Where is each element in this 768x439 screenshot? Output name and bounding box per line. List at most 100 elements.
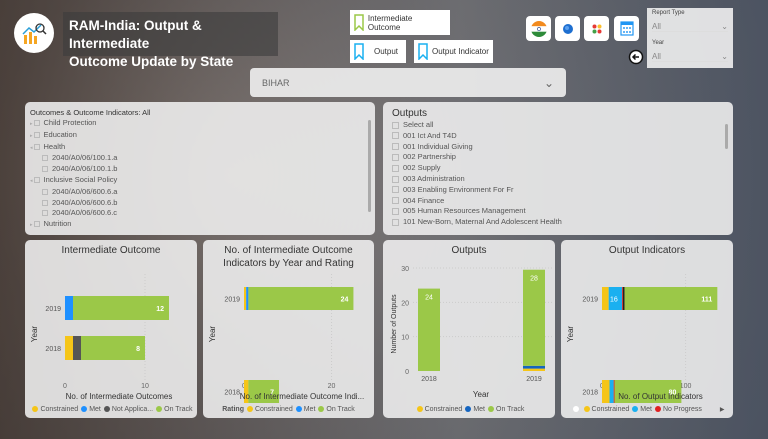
legend-item[interactable]: Constrained	[581, 406, 629, 413]
legend-label: Constrained	[40, 406, 79, 413]
legend-item[interactable]: Constrained	[414, 406, 463, 413]
output-item[interactable]: Select all	[392, 120, 733, 131]
outcome-item[interactable]: ▸ Nutrition	[30, 219, 375, 231]
x-tick-label: 100	[680, 383, 692, 390]
checkbox[interactable]	[392, 197, 399, 205]
legend-next-arrow-icon[interactable]: ▶	[719, 407, 725, 413]
outcome-item[interactable]: ◂ Inclusive Social Policy	[30, 175, 375, 187]
bar-segment	[523, 269, 545, 366]
intermediate-outcome-button[interactable]: Intermediate Outcome	[350, 10, 450, 35]
output-item[interactable]: 004 Finance	[392, 196, 733, 207]
x-axis-title: No. of Intermediate Outcomes	[66, 392, 173, 401]
outcome-item[interactable]: ◂ Health	[30, 142, 375, 154]
state-value: BIHAR	[262, 77, 290, 88]
output-item[interactable]: 002 Supply	[392, 163, 733, 174]
legend-dot	[103, 406, 110, 413]
outcome-item[interactable]: 2040/A0/06/600.6.c	[30, 208, 375, 219]
legend-dot	[654, 406, 661, 413]
checkbox[interactable]	[33, 177, 40, 183]
calendar-icon[interactable]	[614, 16, 639, 41]
output-item[interactable]: 005 Human Resources Management	[392, 206, 733, 217]
checkbox[interactable]	[392, 218, 399, 226]
outcome-item[interactable]: 2040/A0/06/100.1.b	[30, 164, 375, 175]
outputs-slicer[interactable]: Outputs Select all 001 Ict And T4D 001 Ind…	[383, 102, 733, 235]
back-arrow-icon[interactable]	[628, 49, 644, 70]
output-item[interactable]: 002 Partnership	[392, 152, 733, 163]
scrollbar[interactable]	[368, 120, 371, 212]
outcome-item[interactable]: 2040/A0/06/100.1.a	[30, 153, 375, 164]
checkbox[interactable]	[392, 186, 399, 194]
expand-icon[interactable]: ▸	[30, 121, 33, 127]
legend-item[interactable]: Constrained	[29, 406, 78, 413]
legend-item[interactable]: No Progress	[652, 406, 702, 413]
x-axis-title: No. of Output Indicators	[618, 392, 703, 401]
checkbox[interactable]	[392, 153, 399, 161]
expand-icon[interactable]: ◂	[30, 144, 33, 151]
checkbox[interactable]	[392, 121, 399, 129]
legend-item[interactable]: Met	[293, 406, 315, 413]
legend-item[interactable]: Met	[78, 406, 101, 413]
expand-icon[interactable]: ▸	[30, 222, 33, 229]
year-label: Year	[652, 40, 665, 46]
legend-item[interactable]: Met	[629, 406, 652, 413]
outcome-item[interactable]: ▸ Education	[30, 130, 375, 142]
y-tick-label: 30	[401, 266, 409, 273]
legend-item[interactable]: On Track	[315, 406, 355, 413]
outcome-item[interactable]: ▸ Child Protection	[30, 118, 375, 130]
checkbox[interactable]	[42, 155, 48, 162]
checkbox[interactable]	[42, 210, 48, 217]
bar-segment	[248, 287, 354, 310]
legend-dot	[295, 406, 302, 413]
outcome-item[interactable]: 2040/A0/06/600.6.a	[30, 187, 375, 198]
globe-icon[interactable]	[555, 16, 580, 41]
checkbox[interactable]	[392, 143, 399, 151]
scrollbar[interactable]	[725, 124, 728, 149]
outcome-item-label: Inclusive Social Policy	[43, 174, 118, 184]
checkbox[interactable]	[392, 164, 399, 172]
output-item[interactable]: 001 Individual Giving	[392, 142, 733, 153]
legend-label: Constrained	[424, 406, 463, 413]
expand-icon[interactable]: ▸	[30, 132, 33, 139]
logo-chart-icon	[14, 13, 54, 53]
data-label: 24	[425, 295, 433, 302]
bar-segment	[523, 365, 545, 369]
checkbox[interactable]	[42, 199, 48, 206]
checkbox[interactable]	[392, 207, 399, 215]
report-type-slicer[interactable]: Report Type All ⌄	[647, 8, 733, 38]
checkbox[interactable]	[33, 143, 40, 150]
output-item[interactable]: 001 Ict And T4D	[392, 131, 733, 142]
checkbox[interactable]	[392, 132, 399, 140]
output-item-label: 101 New-Born, Maternal And Adolescent He…	[403, 217, 562, 227]
apps-icon[interactable]	[584, 16, 609, 41]
state-dropdown[interactable]: BIHAR ⌄	[250, 68, 566, 97]
expand-icon[interactable]: ◂	[30, 177, 33, 184]
checkbox[interactable]	[33, 131, 40, 138]
output-item[interactable]: 101 New-Born, Maternal And Adolescent He…	[392, 217, 733, 228]
intermediate-indicators-chart: No. of Intermediate Outcome Indicators b…	[203, 240, 374, 418]
output-item[interactable]: 003 Enabling Environment For Fr	[392, 185, 733, 196]
checkbox[interactable]	[33, 221, 40, 228]
outcome-item[interactable]: 2040/A0/06/600.6.b	[30, 198, 375, 209]
output-item-label: Select all	[403, 120, 434, 129]
checkbox[interactable]	[42, 166, 48, 173]
legend-item[interactable]: Constrained	[244, 406, 293, 413]
outcomes-slicer[interactable]: Outcomes & Outcome Indicators: All ▸ Chil…	[25, 102, 375, 235]
legend-item[interactable]: On Track	[153, 406, 193, 413]
output-indicator-button[interactable]: Output Indicator	[414, 40, 493, 63]
india-flag-icon[interactable]	[526, 16, 551, 41]
checkbox[interactable]	[392, 175, 399, 183]
chart-title: Output Indicators	[608, 245, 686, 256]
x-tick-label: 20	[328, 383, 336, 390]
legend-item[interactable]: Met	[462, 406, 485, 413]
output-item[interactable]: 003 Administration	[392, 174, 733, 185]
bookmark-icon	[418, 43, 428, 60]
output-button[interactable]: Output	[350, 40, 406, 63]
year-slicer[interactable]: Year All ⌄	[647, 38, 733, 68]
legend-dot	[246, 406, 253, 413]
checkbox[interactable]	[33, 120, 40, 127]
outcome-item-label: 2040/A0/06/600.6.b	[52, 197, 118, 207]
legend-item[interactable]: On Track	[485, 406, 524, 413]
chevron-down-icon: ⌄	[721, 52, 728, 61]
legend-item[interactable]: Not Applica...	[101, 406, 153, 413]
checkbox[interactable]	[42, 188, 48, 195]
